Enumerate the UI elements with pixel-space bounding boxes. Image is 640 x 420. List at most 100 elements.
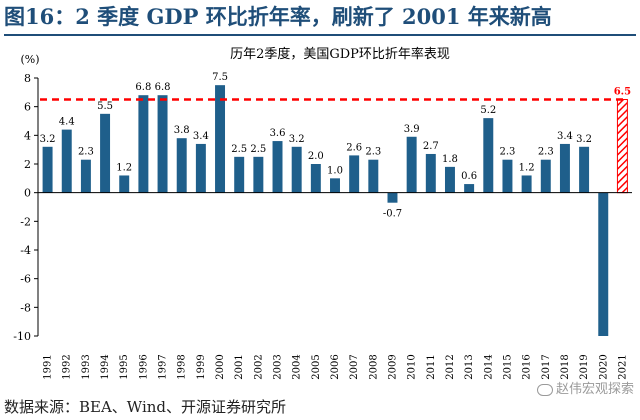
data-label: 1.0 [327,165,343,176]
data-label: -0.7 [383,209,402,220]
data-label: 5.2 [480,105,496,116]
bar [100,113,111,193]
wechat-icon [536,383,553,396]
x-tick-label: 2011 [426,354,437,379]
data-label: 2.0 [308,151,324,162]
x-tick-label: 1995 [119,354,130,379]
y-tick-label: -6 [20,273,31,286]
bar [330,178,340,193]
data-label: 1.8 [442,154,458,165]
x-tick-label: 2007 [349,354,360,379]
data-label: 2.3 [78,147,94,158]
data-label: 3.4 [557,131,573,142]
data-label: 3.6 [270,128,286,139]
bar [215,85,226,193]
bar [119,175,130,193]
x-tick-label: 2002 [253,354,264,379]
x-tick-label: 1991 [43,354,54,379]
y-tick-label: 2 [24,158,31,171]
source-note: 数据来源：BEA、Wind、开源证券研究所 [4,398,287,416]
x-tick-label: 2006 [330,354,341,379]
gdp-bar-chart: 历年2季度，美国GDP环比折年率表现 (%) 8 6 4 2 0 -2 -4 -6 -8 -10 3… [13,46,632,380]
x-tick-label: 1999 [196,354,207,379]
bar [406,136,417,193]
data-label: 1.2 [116,162,132,173]
data-label: 7.5 [212,72,228,83]
data-label: 2.6 [346,142,362,153]
bar [157,95,168,193]
bar [80,159,91,193]
bar [540,159,551,193]
bar [502,159,513,193]
y-tick-label: 0 [24,187,31,200]
x-tick-label: 2001 [234,354,245,379]
y-tick-label: -4 [20,244,31,257]
bar [579,146,590,193]
x-tick-label: 2015 [502,354,513,379]
x-tick-label: 2005 [311,354,322,379]
data-label: 3.4 [193,131,209,142]
data-label: 6.5 [614,87,631,98]
bar [444,166,455,193]
title-divider [4,34,636,36]
y-tick-label: 8 [24,72,31,85]
y-unit-label: (%) [20,53,39,66]
bar [195,143,206,193]
chart-title: 历年2季度，美国GDP环比折年率表现 [230,46,450,62]
x-tick-label: 1998 [177,354,188,379]
bar [291,146,302,193]
x-tick-label: 1994 [100,354,111,379]
x-tick-label: 2003 [273,354,284,379]
bar-highlight [616,99,628,194]
bar [42,146,53,193]
bar [521,175,532,193]
bar [464,184,475,193]
bar [559,143,570,193]
bar [310,164,321,193]
x-tick-label: 2010 [407,354,418,379]
data-label: 3.2 [289,134,305,145]
figure-title: 图16：2 季度 GDP 环比折年率，刷新了 2001 年来新高 [4,4,552,29]
data-label: 2.3 [538,147,554,158]
data-label: 2.7 [423,141,439,152]
y-tick-label: 6 [24,101,31,114]
data-label: 2.5 [250,144,266,155]
data-label: 1.2 [519,162,535,173]
data-label: 3.9 [404,124,420,135]
x-tick-label: 2016 [522,354,533,379]
x-tick-label: 1996 [138,354,149,379]
data-label: 6.8 [135,82,151,93]
x-tick-label: 2008 [368,354,379,379]
data-label: 3.2 [40,134,56,145]
y-tick-label: -10 [13,330,31,343]
watermark: 赵伟宏观探索 [536,380,634,400]
bar [176,138,187,193]
x-tick-label: 1997 [158,354,169,379]
data-label: 2.3 [499,147,515,158]
x-tick-label: 2020 [598,354,609,379]
bar [483,118,494,193]
x-tick-label: 2009 [387,354,398,379]
x-tick-label: 2014 [483,354,494,379]
bar [272,141,283,193]
x-tick-label: 2017 [541,354,552,379]
bar [234,156,245,193]
data-label: 0.6 [461,171,477,182]
data-label: 3.8 [174,125,190,136]
x-tick-label: 2013 [464,354,475,379]
bar [253,156,264,193]
bar [387,192,398,203]
bar [425,153,436,193]
data-label: 4.4 [59,117,75,128]
x-tick-label: 2004 [292,354,303,379]
y-tick-label: -8 [20,301,31,314]
x-tick-label: 2018 [560,354,571,379]
x-tick-label: 2000 [215,354,226,379]
data-label: 6.8 [155,82,171,93]
watermark-label: 赵伟宏观探索 [555,382,634,397]
x-tick-label: 1993 [81,354,92,379]
bar [598,192,609,336]
x-tick-label: 2012 [445,354,456,379]
bar [368,159,379,193]
x-tick-label: 2019 [579,354,590,379]
